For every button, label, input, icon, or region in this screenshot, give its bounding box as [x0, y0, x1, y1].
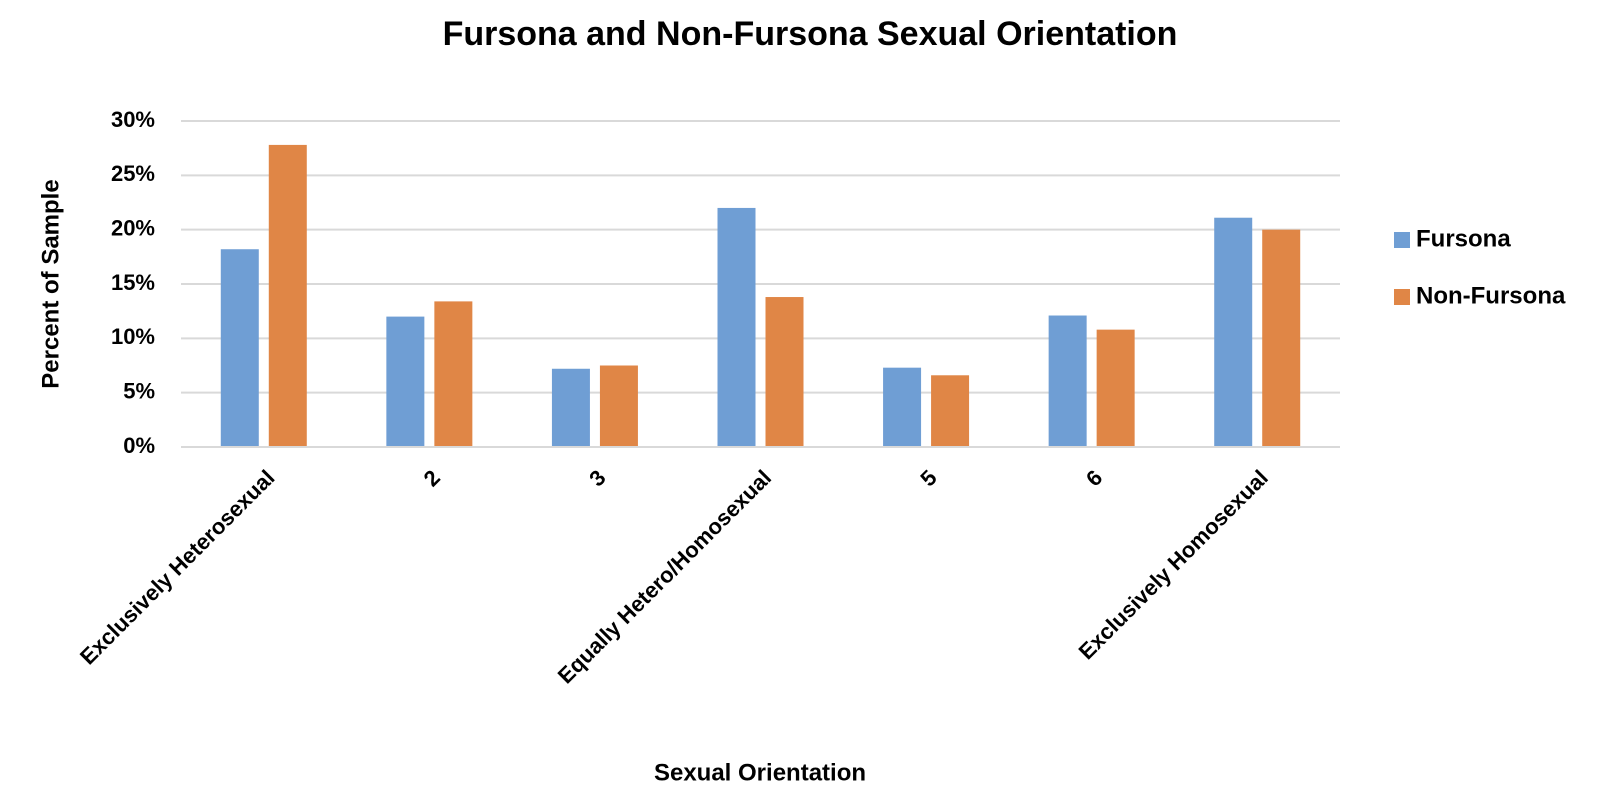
- x-tick-label: 2: [419, 465, 445, 491]
- y-tick-label: 25%: [111, 161, 155, 186]
- bar: [220, 249, 259, 447]
- bar: [931, 375, 970, 447]
- bar: [1048, 315, 1087, 447]
- bar: [717, 207, 756, 447]
- legend-swatch: [1394, 289, 1410, 305]
- bar: [599, 365, 638, 447]
- y-tick-label: 5%: [123, 378, 155, 403]
- bar: [268, 144, 307, 447]
- legend-label: Fursona: [1416, 225, 1511, 252]
- y-tick-label: 10%: [111, 324, 155, 349]
- x-tick-label: 3: [584, 465, 610, 491]
- bar: [1096, 329, 1135, 447]
- x-tick-label: Exclusively Heterosexual: [75, 465, 279, 669]
- bar: [1214, 217, 1253, 447]
- bar: [551, 368, 590, 447]
- x-axis-title: Sexual Orientation: [654, 759, 866, 786]
- y-tick-label: 30%: [111, 107, 155, 132]
- y-axis-title: Percent of Sample: [37, 179, 64, 388]
- chart-title: Fursona and Non-Fursona Sexual Orientati…: [443, 15, 1178, 53]
- x-tick-label: Exclusively Homosexual: [1074, 465, 1273, 664]
- legend-swatch: [1394, 232, 1410, 248]
- y-tick-label: 20%: [111, 215, 155, 240]
- bar: [386, 316, 425, 447]
- bar: [1262, 229, 1301, 447]
- bar: [765, 297, 804, 447]
- bar: [883, 367, 922, 447]
- y-tick-label: 15%: [111, 270, 155, 295]
- x-tick-label: Equally Hetero/Homosexual: [553, 465, 776, 688]
- bar: [434, 301, 473, 447]
- x-tick-label: 5: [915, 465, 941, 491]
- legend-label: Non-Fursona: [1416, 282, 1566, 309]
- x-tick-label: 6: [1081, 465, 1107, 491]
- y-tick-label: 0%: [123, 433, 155, 458]
